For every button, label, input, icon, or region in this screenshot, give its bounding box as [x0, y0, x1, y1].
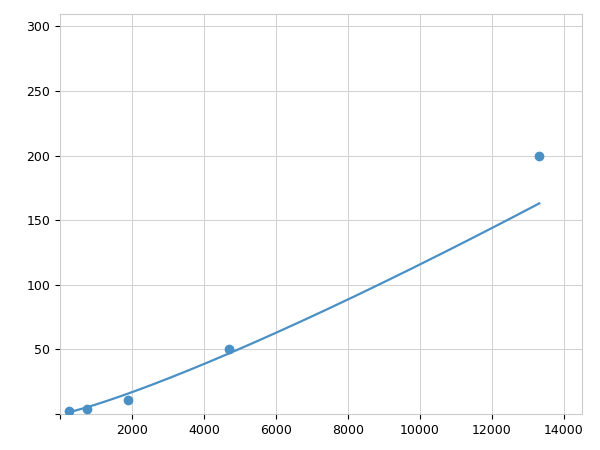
Point [224, 346, 233, 353]
Point [123, 396, 133, 403]
Point [64, 408, 74, 415]
Point [82, 405, 92, 413]
Point [535, 152, 544, 159]
